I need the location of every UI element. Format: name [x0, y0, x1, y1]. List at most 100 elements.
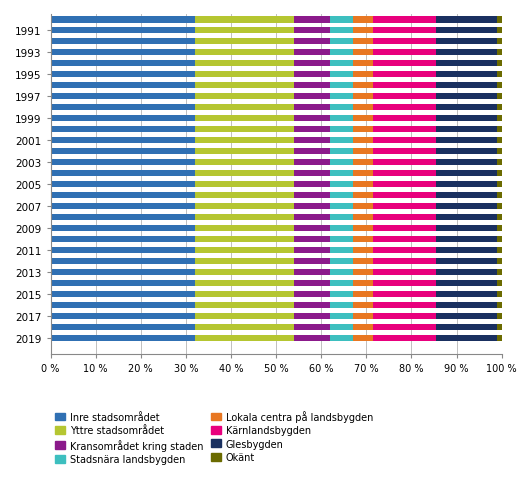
Bar	[195, 204, 294, 210]
Bar	[330, 291, 353, 297]
Bar	[195, 236, 294, 242]
Bar	[353, 116, 373, 122]
Bar	[195, 324, 294, 330]
Bar	[497, 105, 502, 111]
Bar	[353, 39, 373, 45]
Bar	[436, 214, 497, 221]
Bar	[195, 17, 294, 23]
Bar	[497, 193, 502, 198]
Bar	[373, 193, 436, 198]
Bar	[436, 61, 497, 67]
Bar	[436, 269, 497, 275]
Bar	[51, 182, 195, 188]
Bar	[294, 105, 330, 111]
Bar	[436, 226, 497, 231]
Bar	[436, 258, 497, 264]
Bar	[195, 149, 294, 155]
Bar	[497, 182, 502, 188]
Bar	[330, 193, 353, 198]
Bar	[294, 324, 330, 330]
Bar	[294, 247, 330, 253]
Bar	[353, 226, 373, 231]
Bar	[330, 313, 353, 319]
Bar	[373, 214, 436, 221]
Bar	[353, 258, 373, 264]
Bar	[353, 324, 373, 330]
Bar	[51, 258, 195, 264]
Bar	[436, 138, 497, 144]
Bar	[330, 247, 353, 253]
Bar	[51, 105, 195, 111]
Bar	[330, 94, 353, 100]
Bar	[51, 50, 195, 56]
Bar	[373, 171, 436, 177]
Bar	[373, 280, 436, 286]
Bar	[436, 160, 497, 166]
Bar	[353, 291, 373, 297]
Bar	[353, 17, 373, 23]
Bar	[373, 313, 436, 319]
Bar	[195, 269, 294, 275]
Bar	[195, 226, 294, 231]
Bar	[51, 83, 195, 89]
Bar	[436, 324, 497, 330]
Bar	[436, 182, 497, 188]
Bar	[51, 193, 195, 198]
Bar	[330, 127, 353, 133]
Bar	[497, 116, 502, 122]
Bar	[353, 149, 373, 155]
Bar	[330, 214, 353, 221]
Bar	[294, 127, 330, 133]
Bar	[195, 182, 294, 188]
Bar	[353, 269, 373, 275]
Bar	[330, 236, 353, 242]
Bar	[195, 61, 294, 67]
Bar	[373, 50, 436, 56]
Bar	[436, 39, 497, 45]
Bar	[373, 335, 436, 341]
Bar	[373, 204, 436, 210]
Bar	[294, 313, 330, 319]
Bar	[195, 160, 294, 166]
Bar	[436, 127, 497, 133]
Bar	[373, 116, 436, 122]
Bar	[373, 236, 436, 242]
Bar	[373, 302, 436, 308]
Bar	[51, 247, 195, 253]
Bar	[497, 94, 502, 100]
Bar	[195, 83, 294, 89]
Bar	[294, 17, 330, 23]
Bar	[195, 302, 294, 308]
Bar	[436, 83, 497, 89]
Bar	[373, 17, 436, 23]
Bar	[294, 280, 330, 286]
Bar	[330, 182, 353, 188]
Bar	[330, 72, 353, 78]
Bar	[294, 335, 330, 341]
Bar	[294, 138, 330, 144]
Bar	[436, 247, 497, 253]
Bar	[353, 171, 373, 177]
Bar	[294, 61, 330, 67]
Bar	[497, 258, 502, 264]
Bar	[436, 335, 497, 341]
Bar	[353, 72, 373, 78]
Bar	[294, 72, 330, 78]
Bar	[497, 335, 502, 341]
Bar	[497, 236, 502, 242]
Bar	[497, 39, 502, 45]
Bar	[195, 105, 294, 111]
Bar	[51, 17, 195, 23]
Bar	[436, 291, 497, 297]
Bar	[353, 127, 373, 133]
Bar	[497, 247, 502, 253]
Bar	[436, 302, 497, 308]
Bar	[373, 61, 436, 67]
Bar	[330, 50, 353, 56]
Bar	[51, 138, 195, 144]
Bar	[195, 214, 294, 221]
Bar	[436, 204, 497, 210]
Bar	[373, 160, 436, 166]
Bar	[373, 138, 436, 144]
Bar	[294, 160, 330, 166]
